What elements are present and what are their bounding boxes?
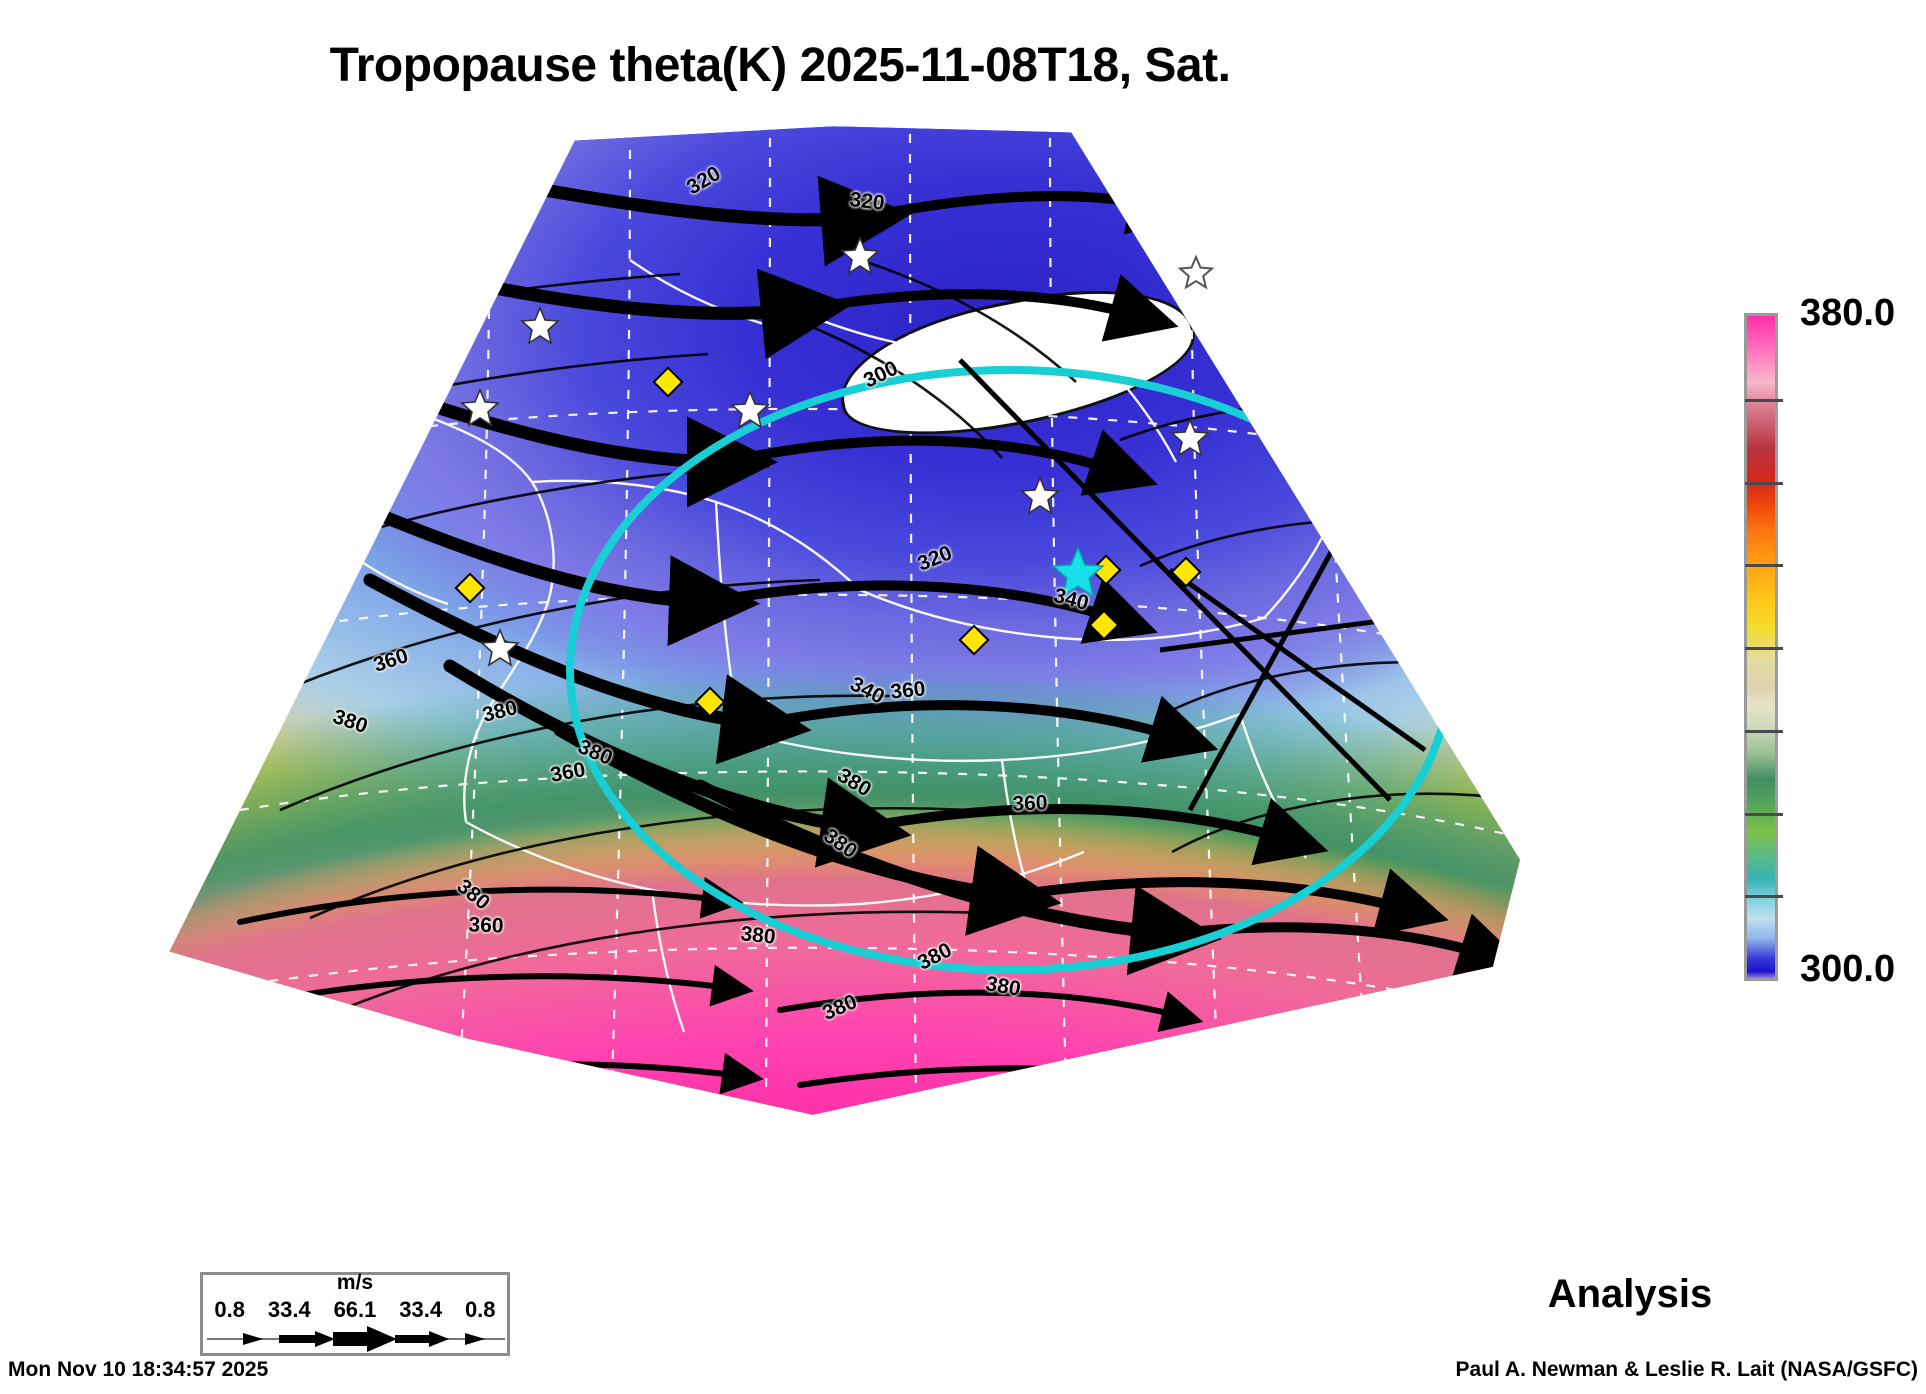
colorbar-gradient	[1744, 313, 1783, 981]
wind-legend-values: 0.8 33.4 66.1 33.4 0.8	[203, 1297, 507, 1323]
colorbar-tick	[1745, 398, 1783, 402]
star-markers	[460, 235, 1210, 667]
wind-legend-unit: m/s	[336, 1271, 374, 1294]
colorbar-tick	[1745, 481, 1783, 485]
wind-speed-legend: m/s 0.8 33.4 66.1 33.4 0.8	[200, 1271, 510, 1356]
colorbar-max-label: 380.0	[1800, 292, 1896, 334]
map-projection-area[interactable]: 320 320 300 340 320 340 360 380 380 380 360 340 360 3…	[169, 126, 1520, 1115]
colorbar-min-label: 300.0	[1800, 948, 1896, 990]
colorbar-tick	[1745, 647, 1783, 650]
wind-legend-arrows	[207, 1326, 505, 1352]
colorbar[interactable]	[1744, 313, 1783, 981]
base-station-star-icon	[1051, 546, 1105, 598]
colorbar-tick	[1745, 729, 1783, 733]
analysis-label: Analysis	[1547, 1272, 1713, 1316]
colorbar-tick	[1745, 564, 1783, 568]
contour-label: 320	[848, 187, 887, 215]
generation-timestamp: Mon Nov 10 18:34:57 2025	[8, 1358, 269, 1381]
page-title: Tropopause theta(K) 2025-11-08T18, Sat.	[329, 39, 1231, 92]
contour-label: 380	[739, 922, 778, 949]
map-panel[interactable]: 320 320 300 340 320 340 360 380 380 380 360 340 360 3…	[160, 110, 1520, 1130]
author-credit: Paul A. Newman & Leslie R. Lait (NASA/GS…	[1455, 1358, 1918, 1381]
wind-legend-value-0: 0.8	[214, 1297, 246, 1322]
map-overlay-vectors	[169, 133, 1520, 1107]
contour-label: 340	[331, 462, 370, 492]
station-markers	[454, 366, 1202, 718]
theta-contours-thin	[169, 258, 1520, 1012]
contour-label: 360	[889, 677, 927, 705]
wind-legend-value-2: 66.1	[333, 1297, 377, 1322]
wind-legend-value-4: 0.8	[464, 1297, 496, 1322]
wind-legend-value-3: 33.4	[399, 1297, 443, 1322]
wind-streamlines-medium	[703, 165, 1520, 981]
contour-label: 360	[1012, 790, 1049, 816]
contour-label: 360	[468, 913, 505, 938]
wind-legend-value-1: 33.4	[267, 1297, 311, 1322]
outlier-star-icon	[1177, 254, 1215, 290]
colorbar-tick	[1745, 812, 1783, 816]
wind-streamlines-strong	[313, 175, 1222, 976]
colorbar-tick	[1745, 895, 1783, 899]
